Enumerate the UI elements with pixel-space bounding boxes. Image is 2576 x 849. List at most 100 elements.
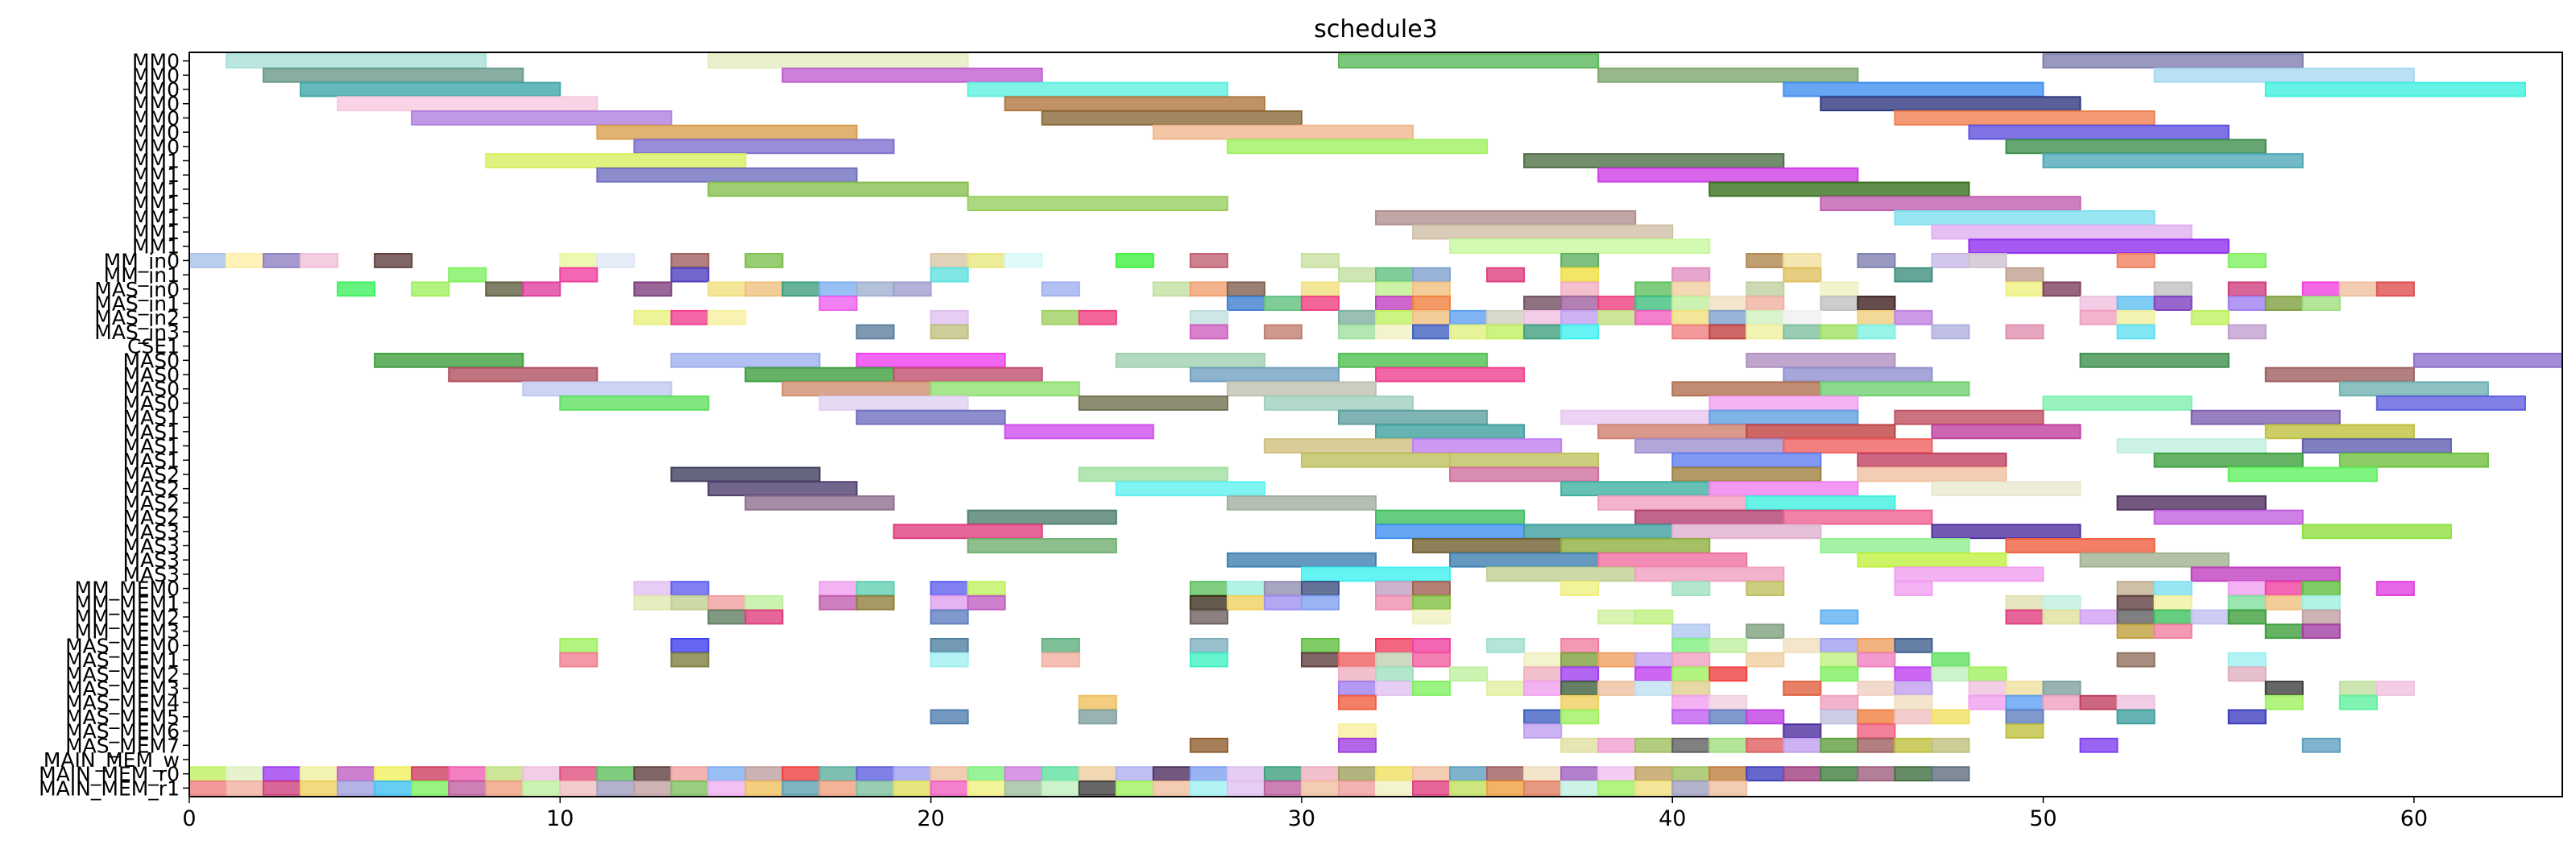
task-bar [1820,96,2081,112]
task-bar [2227,709,2267,725]
y-tick-label: MM_MEM1 [75,591,180,615]
task-bar [1337,352,1489,368]
task-bar [1746,495,1896,511]
task-bar [707,481,858,497]
y-tick-label: MAIN_MEM_r1 [39,777,180,800]
task-bar [2301,524,2452,540]
task-bar [1041,637,1080,653]
task-bar [1300,637,1340,653]
x-tick-label: 30 [1288,806,1315,831]
task-bar [1300,253,1340,268]
task-bar [2116,495,2267,511]
y-tick-labels: MM0MM0MM0MM0MM0MM0MM0MM1MM1MM1MM1MM1MM1M… [39,50,189,800]
task-bar [1820,666,1859,682]
task-bar [744,780,784,796]
task-bar [744,367,895,383]
task-bar [707,766,747,782]
task-bar [1375,637,1414,653]
task-bar [1412,281,1452,297]
task-bar [1894,709,1933,725]
task-bar [2264,296,2304,311]
task-bar [1783,681,1822,696]
task-bar [1375,666,1414,682]
task-bar [781,381,932,397]
task-bar [1263,594,1302,611]
task-bar [1375,509,1526,525]
task-bar [2153,594,2193,611]
task-bar [263,253,302,268]
y-tick-label: MAS3 [123,534,180,557]
task-bar [1708,766,1748,782]
task-bar [967,780,1006,796]
task-bar [1560,709,1600,725]
task-bar [1041,281,1080,297]
task-bar [2227,652,2267,668]
task-bar [1783,509,1933,525]
task-bar [1634,652,1674,668]
task-bar [1560,309,1600,325]
y-tick-label: MM1 [132,178,180,201]
y-tick-label: MAS_MEM0 [65,634,180,657]
task-bar [2042,153,2304,168]
task-bar [1560,253,1600,268]
task-bar [2301,737,2341,753]
task-bar [2227,296,2267,311]
y-tick-label: MAS_in3 [94,321,180,344]
task-bar [1783,737,1822,753]
y-tick-label: MAIN_MEM_r0 [39,763,180,786]
task-bar [1560,737,1600,753]
task-bar [1263,396,1414,411]
task-bar [1671,296,1711,311]
task-bar [2264,424,2415,440]
task-bar [1523,652,1563,668]
task-bar [1931,652,1970,668]
task-bar [1597,766,1637,782]
task-bar [930,253,969,268]
y-tick-label: MM1 [132,221,180,244]
task-bar [1894,681,1933,696]
task-bar [1857,637,1896,653]
y-tick-label: MM0 [132,50,180,73]
task-bar [2079,609,2118,625]
task-bar [1894,766,1933,782]
task-bar [1189,253,1228,268]
y-tick-label: MAS0 [123,391,180,415]
y-tick-label: MAIN_MEM_w [43,748,180,772]
task-bar [1783,637,1822,653]
task-bar [744,281,784,297]
task-bar [1968,253,2007,268]
task-bar [1671,666,1711,682]
task-bar [967,594,1006,611]
task-bar [1968,666,2007,682]
task-bar [1671,637,1711,653]
task-bar [2227,466,2378,482]
task-bar [1708,481,1859,497]
task-bar [1412,309,1452,325]
task-bar [1486,566,1637,582]
task-bar [1560,267,1600,283]
task-bar [1560,681,1600,696]
task-bar [2116,581,2156,596]
task-bar [485,153,747,168]
task-bar [1115,352,1265,368]
task-bar [1746,581,1785,596]
task-bar [855,581,895,596]
task-bar [300,253,339,268]
task-bar [1412,296,1452,311]
task-bar [1820,652,1859,668]
task-bar [2116,609,2156,625]
task-bar [670,594,710,611]
chart-title: schedule3 [1314,15,1438,43]
task-bar [1412,581,1452,596]
task-bar [1523,723,1563,739]
task-bar [1857,309,1896,325]
task-bar [855,766,895,782]
task-bar [448,267,487,283]
task-bar [1300,281,1340,297]
task-bar [337,766,376,782]
task-bar [967,81,1228,97]
task-bar [2375,581,2415,596]
task-bar [2116,594,2156,611]
plot-frame [188,52,2563,797]
task-bar [892,367,1043,383]
